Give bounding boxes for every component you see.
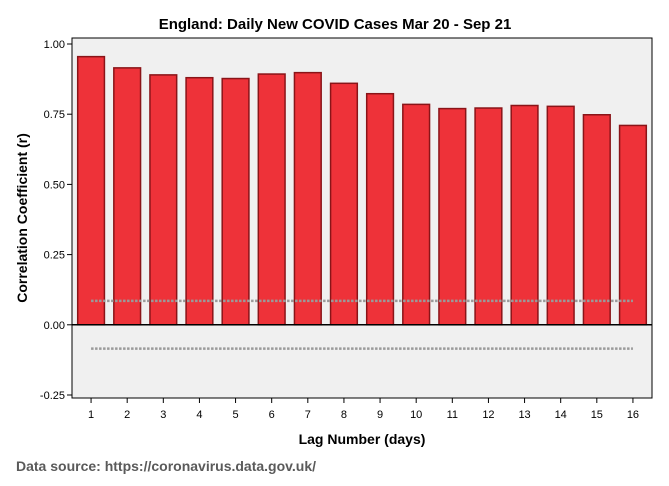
bar-lag-8 [329, 82, 359, 326]
y-tick-label: -0.25 [40, 390, 65, 402]
bar-lag-10 [402, 103, 431, 326]
y-tick-label: 1.00 [44, 39, 65, 51]
bar-lag-5 [221, 77, 250, 326]
x-tick-label: 12 [482, 409, 494, 421]
y-tick-label: 0.25 [44, 250, 65, 262]
bars-group [76, 55, 648, 326]
source-note: Data source: https://coronavirus.data.go… [16, 458, 317, 474]
x-tick-label: 13 [518, 409, 530, 421]
x-tick-label: 2 [124, 409, 130, 421]
x-tick-label: 15 [591, 409, 603, 421]
x-tick-label: 16 [627, 409, 639, 421]
x-tick-label: 1 [88, 409, 94, 421]
chart-title: England: Daily New COVID Cases Mar 20 - … [159, 16, 512, 33]
y-tick-label: 0.00 [44, 320, 65, 332]
x-tick-label: 14 [555, 409, 567, 421]
bar-lag-12 [474, 107, 503, 326]
bar-lag-11 [438, 107, 467, 326]
bar-lag-4 [185, 76, 214, 326]
bar-lag-15 [582, 114, 611, 326]
bar-lag-2 [113, 67, 142, 326]
bar-lag-7 [293, 71, 322, 326]
bar-lag-3 [149, 74, 178, 326]
x-tick-label: 6 [269, 409, 275, 421]
confidence-lines [91, 299, 633, 350]
x-tick-label: 10 [410, 409, 422, 421]
x-axis: 1 2 3 4 5 6 7 8 9 10 11 12 13 14 15 16 [88, 398, 639, 421]
x-tick-label: 3 [160, 409, 166, 421]
y-axis-label: Correlation Coefficient (r) [14, 133, 30, 303]
x-tick-label: 8 [341, 409, 347, 421]
bar-lag-9 [365, 92, 395, 326]
y-axis: 1.00 0.75 0.50 0.25 0.00 -0.25 [40, 39, 72, 402]
bar-lag-6 [257, 73, 286, 326]
x-tick-label: 4 [196, 409, 202, 421]
x-tick-label: 7 [305, 409, 311, 421]
bar-lag-13 [510, 104, 539, 326]
bar-lag-16 [618, 124, 648, 326]
x-axis-label: Lag Number (days) [299, 431, 426, 447]
bar-lag-14 [546, 105, 575, 326]
x-tick-label: 9 [377, 409, 383, 421]
x-tick-label: 5 [233, 409, 239, 421]
bar-lag-1 [76, 55, 106, 326]
x-tick-label: 11 [447, 409, 458, 421]
y-tick-label: 0.75 [44, 109, 65, 121]
y-tick-label: 0.50 [44, 179, 65, 191]
